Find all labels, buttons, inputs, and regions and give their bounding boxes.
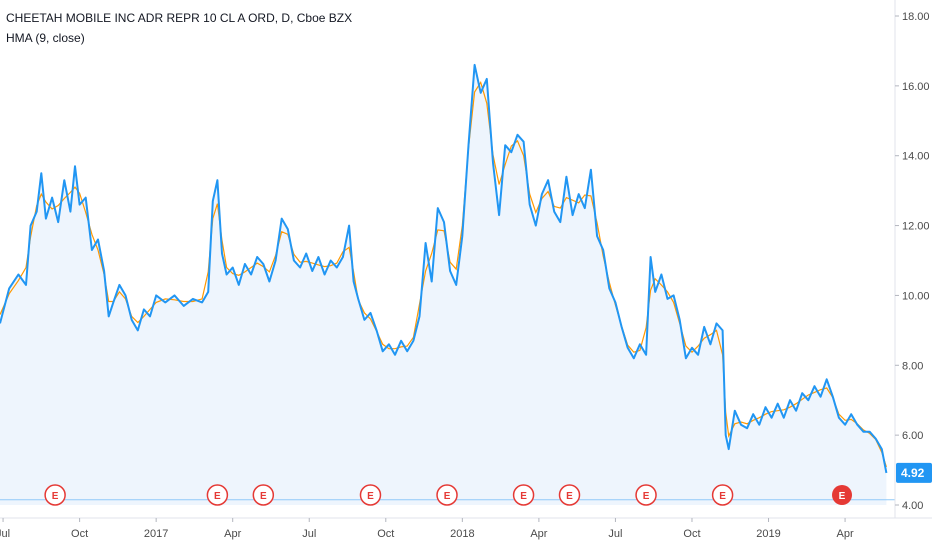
x-tick-label: Oct <box>377 528 394 540</box>
x-tick-label: Jul <box>608 528 622 540</box>
earnings-marker-label: E <box>214 491 221 502</box>
earnings-marker-label: E <box>367 491 374 502</box>
y-axis: 4.00 6.00 8.00 10.00 12.00 14.00 16.00 18.00 <box>894 0 930 518</box>
earnings-marker-label: E <box>566 491 573 502</box>
y-tick-label: 12.00 <box>902 221 930 233</box>
earnings-marker-label: E <box>719 491 726 502</box>
earnings-marker[interactable]: E <box>558 484 581 506</box>
earnings-marker-circle <box>252 484 275 506</box>
earnings-marker-circle <box>359 484 382 506</box>
x-tick-label: Apr <box>837 528 854 540</box>
indicator-label: HMA (9, close) <box>6 31 85 45</box>
hma-series-line <box>0 80 887 468</box>
x-tick-label: Apr <box>530 528 547 540</box>
earnings-marker[interactable]: E <box>711 484 734 506</box>
last-price-label: 4.92 <box>901 466 925 480</box>
earnings-marker[interactable]: E <box>252 484 275 506</box>
earnings-marker[interactable]: E <box>635 484 657 506</box>
earnings-marker[interactable]: E <box>359 484 382 506</box>
earnings-marker-circle <box>436 484 458 506</box>
price-area-fill <box>0 64 887 506</box>
earnings-marker-circle <box>512 484 535 506</box>
earnings-marker-label: E <box>444 491 451 502</box>
earnings-marker-label: E <box>643 491 650 502</box>
x-tick-label: Jul <box>302 528 316 540</box>
earnings-marker-label: E <box>839 491 846 502</box>
earnings-marker-label: E <box>260 491 267 502</box>
earnings-marker[interactable]: E <box>206 484 229 506</box>
earnings-marker-circle <box>832 485 853 505</box>
chart-title-block: CHEETAH MOBILE INC ADR REPR 10 CL A ORD,… <box>6 8 352 48</box>
y-tick-label: 18.00 <box>902 11 930 23</box>
earnings-marker[interactable]: E <box>436 484 458 506</box>
x-tick-label: Oct <box>683 528 700 540</box>
earnings-marker[interactable]: E <box>44 484 66 506</box>
earnings-marker-circle <box>711 484 734 506</box>
last-price-badge-bg <box>896 462 932 483</box>
x-tick-label: 2017 <box>144 528 168 540</box>
y-tick-label: 14.00 <box>902 151 930 163</box>
y-tick-label: 4.00 <box>902 500 923 512</box>
x-tick-label: Apr <box>224 528 241 540</box>
plot-area <box>0 63 895 506</box>
earnings-marker-circle <box>44 484 66 506</box>
earnings-marker-label: E <box>520 491 527 502</box>
price-series-line <box>0 63 888 474</box>
earnings-marker-circle <box>206 484 229 506</box>
y-tick-label: 10.00 <box>902 290 930 302</box>
y-tick-label: 16.00 <box>902 81 930 93</box>
x-tick-label: 2018 <box>450 528 474 540</box>
y-tick-label: 8.00 <box>902 360 923 372</box>
chart-title: CHEETAH MOBILE INC ADR REPR 10 CL A ORD,… <box>6 11 353 25</box>
x-axis: Jul Oct 2017 Apr Jul Oct 2018 Apr Jul Oct 2019 Apr <box>0 517 932 540</box>
x-tick-label: 2019 <box>756 528 780 540</box>
earnings-marker[interactable]: E <box>832 485 853 505</box>
earnings-marker-circle <box>635 484 657 506</box>
y-tick-label: 6.00 <box>902 430 923 442</box>
earnings-marker[interactable]: E <box>512 484 535 506</box>
earnings-marker-circle <box>558 484 581 506</box>
x-tick-label: Oct <box>71 528 88 540</box>
x-tick-label: Jul <box>0 528 10 540</box>
last-price-badge: 4.92 <box>896 462 932 483</box>
earnings-marker-label: E <box>52 491 59 502</box>
